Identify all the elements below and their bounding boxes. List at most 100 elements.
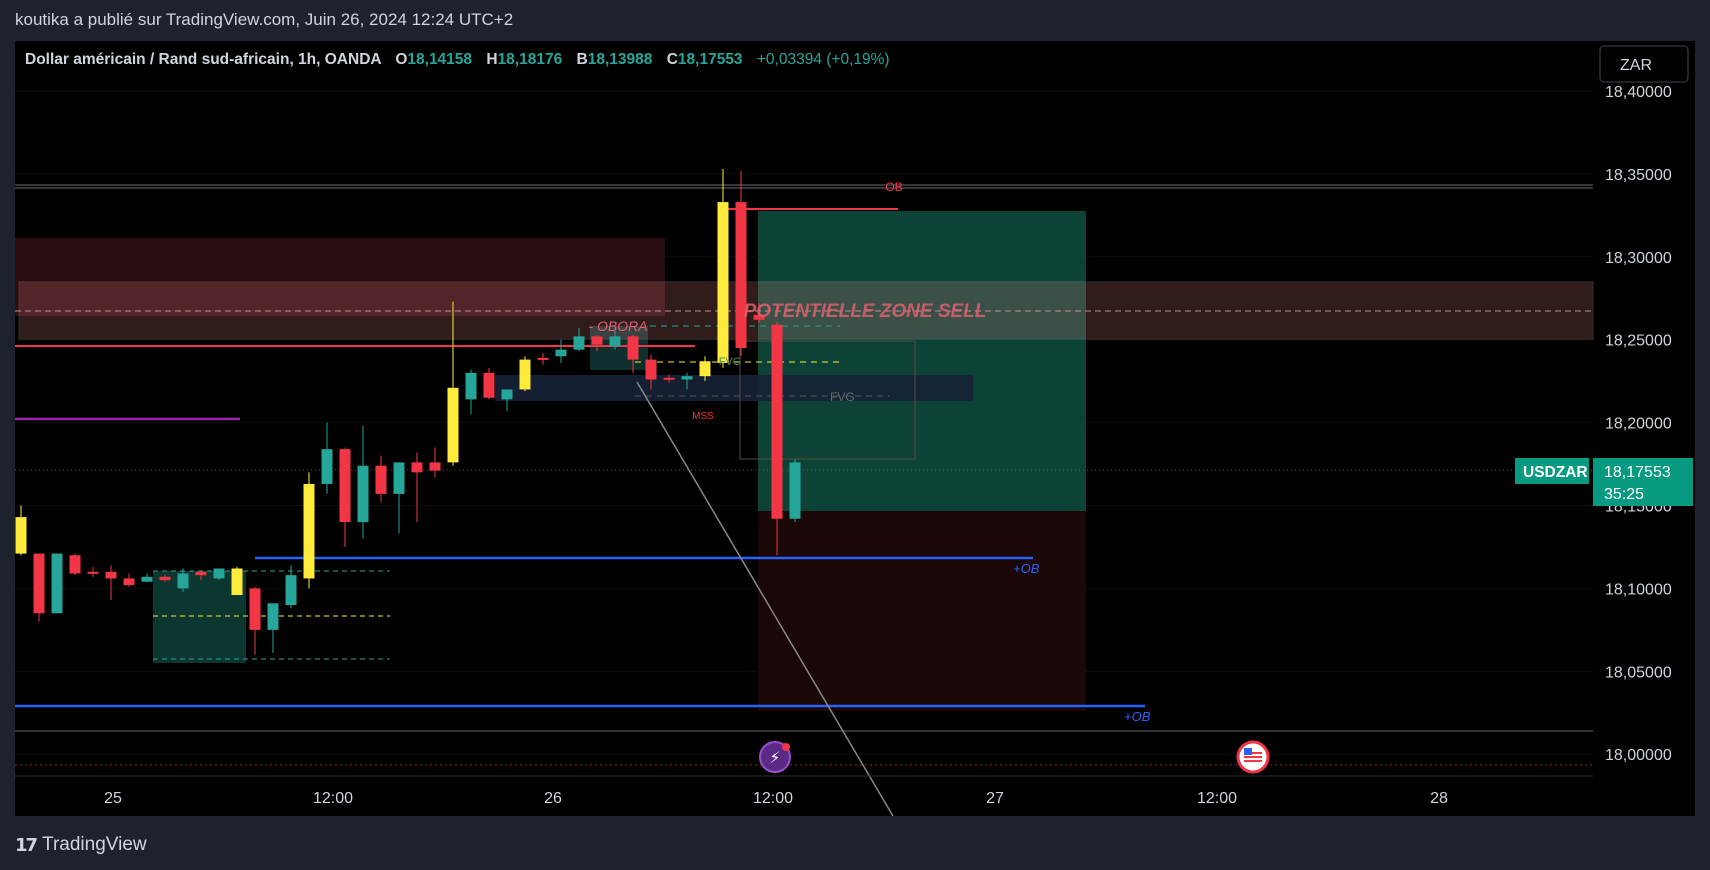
candle-body-11 [213,568,225,579]
ob-level-label-upper: +OB [1013,561,1040,576]
svg-text:⚡: ⚡ [769,748,780,767]
candle-body-13 [249,588,261,630]
candle-body-43 [789,462,801,519]
candle-body-29 [537,357,549,360]
candle-body-15 [285,575,297,605]
mss-label: MSS [692,411,714,422]
legend-close-value: 18,17553 [678,51,743,68]
candle-body-8 [159,576,171,581]
candle-body-4 [87,571,99,574]
currency-button-label: ZAR [1620,57,1652,74]
ob-level-label-lower: +OB [1124,709,1151,724]
price-tag-symbol: USDZAR [1523,464,1588,481]
legend-low-value: 18,13988 [588,51,653,68]
y-tick-label-2: 18,30000 [1605,250,1672,267]
candle-body-34 [627,336,639,360]
svg-text:Dollar américain / Rand sud-af: Dollar américain / Rand sud-africain, 1h… [25,51,890,68]
candle-body-41 [753,314,765,320]
zone-sell-label: POTENTIELLE ZONE SELL [744,301,987,322]
legend-close-label: C [667,51,678,68]
legend-change: +0,03394 (+0,19%) [757,51,890,68]
candle-body-2 [51,553,63,614]
candle-body-0 [15,517,27,554]
candle-body-23 [429,462,441,471]
candle-body-21 [393,462,405,494]
x-tick-label-0: 25 [104,790,122,807]
candlestick-chart[interactable]: POTENTIELLE ZONE SELL- OBORAOBFVGFVGMSS+… [15,41,1695,816]
fvg-label-small: FVG [719,356,742,368]
candle-body-28 [519,359,531,390]
x-tick-label-4: 27 [986,790,1004,807]
y-tick-label-6: 18,10000 [1605,581,1672,598]
y-tick-label-1: 18,35000 [1605,167,1672,184]
currency-button[interactable]: ZAR [1599,45,1689,83]
candle-body-22 [411,462,423,473]
lightning-event-icon[interactable]: ⚡ [759,741,791,773]
candle-body-1 [33,553,45,614]
ob-label: OB [885,180,902,194]
legend-low-label: B [577,51,588,68]
y-tick-label-0: 18,40000 [1605,84,1672,101]
trend-line [636,381,894,816]
us-flag-event-icon[interactable] [1236,740,1270,774]
candle-body-18 [339,449,351,523]
candle-body-9 [177,573,189,589]
x-tick-label-5: 12:00 [1197,790,1237,807]
candle-body-6 [123,578,135,586]
candle-body-35 [645,359,657,380]
candle-body-20 [375,465,387,494]
candle-body-31 [573,336,585,350]
candle-body-26 [483,372,495,398]
x-tick-label-1: 12:00 [313,790,353,807]
legend-open-label: O [395,51,407,68]
y-tick-label-3: 18,25000 [1605,333,1672,350]
candle-body-19 [357,465,369,523]
candle-body-39 [717,202,729,363]
legend-open-value: 18,14158 [407,51,472,68]
stop-loss-box [758,511,1086,711]
y-tick-label-4: 18,20000 [1605,416,1672,433]
x-tick-label-2: 26 [544,790,562,807]
tradingview-logo-icon: 17 [15,834,38,856]
tradingview-logo[interactable]: 17 TradingView [15,833,147,857]
candle-body-32 [591,336,603,345]
legend-high-label: H [486,51,497,68]
price-tag-countdown: 35:25 [1604,486,1644,503]
x-tick-label-3: 12:00 [753,790,793,807]
footer-brand: TradingView [42,834,147,855]
candle-body-36 [663,377,675,380]
candle-body-40 [735,202,747,348]
publication-info: koutika a publié sur TradingView.com, Ju… [15,10,514,29]
candle-body-7 [141,576,153,582]
chart-panel[interactable]: POTENTIELLE ZONE SELL - OBORA OB FVG FVG MSS +… [15,41,1695,816]
legend-high-value: 18,18176 [498,51,563,68]
price-tag-price: 18,17553 [1604,464,1671,481]
y-tick-label-7: 18,05000 [1605,664,1672,681]
legend-symbol: Dollar américain / Rand sud-africain, 1h… [25,51,381,68]
candle-body-14 [267,603,279,630]
candle-body-38 [699,361,711,377]
fvg-label: FVG [830,390,855,404]
candle-body-12 [231,568,243,596]
candle-body-17 [321,449,333,484]
y-tick-label-8: 18,00000 [1605,747,1672,764]
candle-body-33 [609,336,621,347]
fvg-box-middle [495,375,973,401]
candle-body-30 [555,349,567,357]
candle-body-42 [771,324,783,519]
x-tick-label-6: 28 [1430,790,1448,807]
candle-body-5 [105,571,117,579]
supply-zone-shade [15,238,665,316]
candle-body-25 [465,372,477,400]
candle-body-27 [501,389,513,400]
candle-body-3 [69,555,81,574]
fvg-box-left [153,571,246,663]
last-price-tag: USDZAR 18,17553 35:25 [1515,458,1693,506]
candle-body-37 [681,376,693,380]
order-block-outline [739,340,916,460]
take-profit-box [758,211,1086,511]
candle-body-10 [195,571,207,576]
candle-body-16 [303,483,315,579]
candle-body-24 [447,387,459,463]
obora-label: - OBORA [588,318,647,334]
